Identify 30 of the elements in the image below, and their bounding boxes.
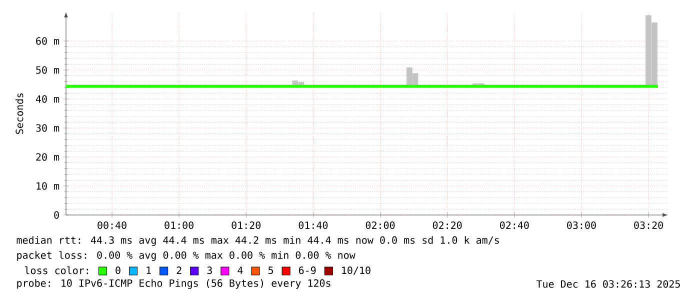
legend-label: 0 [116,266,120,274]
x-tick-label: 03:20 [634,221,663,230]
y-axis-title: Seconds [15,93,24,134]
legend-label: 5 [268,266,273,274]
text: Tue Dec 16 03:26:13 2025 [536,280,680,288]
text: median rtt: 44.3 ms avg 44.4 ms max 44.2 ms min 44.4 ms now 0.0 ms sd 1.0 k am/s [16,236,499,246]
y-tick-label: 40 m [36,95,60,103]
y-tick-label: 60 m [36,37,60,45]
x-tick-label: 01:20 [232,221,261,230]
y-tick-label: 10 m [36,182,60,190]
y-tick-label: 30 m [36,124,60,132]
y-tick-label: 20 m [36,153,60,161]
x-tick-label: 01:00 [164,221,194,230]
legend-label: 4 [238,266,243,274]
x-tick-label: 02:40 [500,221,529,230]
x-tick-label: 02:00 [366,221,395,230]
legend-title: loss color: [25,266,88,274]
x-tick-label: 02:20 [432,221,462,230]
legend-label: 3 [207,266,212,274]
text: packet loss: 0.00 % avg 0.00 % max 0.00 % min 0.00 % now [17,251,356,261]
legend-label: 10/10 [342,266,370,275]
x-tick-label: 00:40 [98,221,126,230]
y-tick-label: 0 [54,211,59,219]
text: probe: 10 IPv6-ICMP Echo Pings (56 Bytes) every 120s [17,279,330,289]
x-tick-label: 03:00 [567,221,596,230]
x-tick-label: 01:40 [298,221,328,230]
legend-label: 2 [176,266,182,274]
y-tick-label: 50 m [36,66,60,74]
legend-label: 1 [146,266,151,274]
legend-label: 6-9 [298,266,316,274]
